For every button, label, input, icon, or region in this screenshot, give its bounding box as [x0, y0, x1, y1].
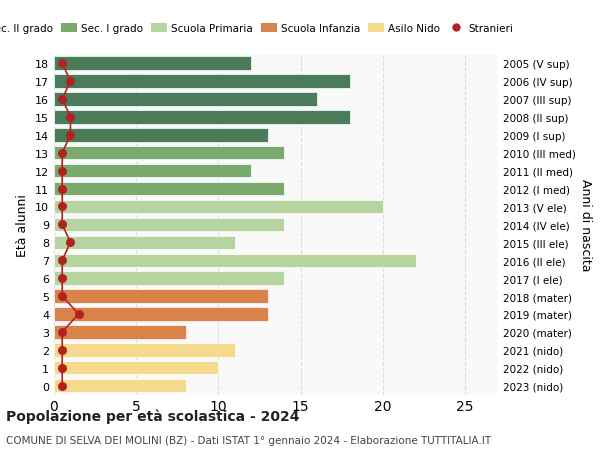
Bar: [54, 343, 235, 357]
Bar: [54, 272, 284, 285]
Point: [58, 150, 67, 157]
Point: [65, 78, 75, 85]
Text: Popolazione per età scolastica - 2024: Popolazione per età scolastica - 2024: [6, 409, 299, 423]
Bar: [54, 147, 284, 160]
Point: [58, 168, 67, 175]
Text: COMUNE DI SELVA DEI MOLINI (BZ) - Dati ISTAT 1° gennaio 2024 - Elaborazione TUTT: COMUNE DI SELVA DEI MOLINI (BZ) - Dati I…: [6, 435, 491, 445]
Bar: [54, 93, 317, 106]
Bar: [54, 75, 350, 89]
Point: [58, 293, 67, 300]
Y-axis label: Età alunni: Età alunni: [16, 194, 29, 256]
Point: [58, 364, 67, 372]
Point: [58, 257, 67, 264]
Bar: [54, 182, 284, 196]
Point: [58, 60, 67, 67]
Point: [65, 114, 75, 121]
Bar: [54, 165, 251, 178]
Y-axis label: Anni di nascita: Anni di nascita: [580, 179, 592, 271]
Bar: [54, 200, 383, 214]
Point: [58, 203, 67, 211]
Bar: [54, 236, 235, 250]
Bar: [54, 218, 284, 232]
Point: [74, 311, 83, 318]
Bar: [54, 379, 185, 392]
Point: [65, 239, 75, 246]
Point: [58, 221, 67, 229]
Point: [58, 329, 67, 336]
Point: [65, 132, 75, 139]
Bar: [54, 308, 268, 321]
Point: [58, 347, 67, 354]
Point: [58, 185, 67, 193]
Point: [58, 382, 67, 390]
Bar: [54, 361, 218, 375]
Point: [58, 96, 67, 103]
Bar: [54, 111, 350, 124]
Bar: [54, 57, 251, 71]
Bar: [54, 290, 268, 303]
Bar: [54, 254, 416, 267]
Bar: [54, 129, 268, 142]
Bar: [54, 325, 185, 339]
Point: [58, 275, 67, 282]
Legend: Sec. II grado, Sec. I grado, Scuola Primaria, Scuola Infanzia, Asilo Nido, Stran: Sec. II grado, Sec. I grado, Scuola Prim…: [0, 20, 517, 38]
